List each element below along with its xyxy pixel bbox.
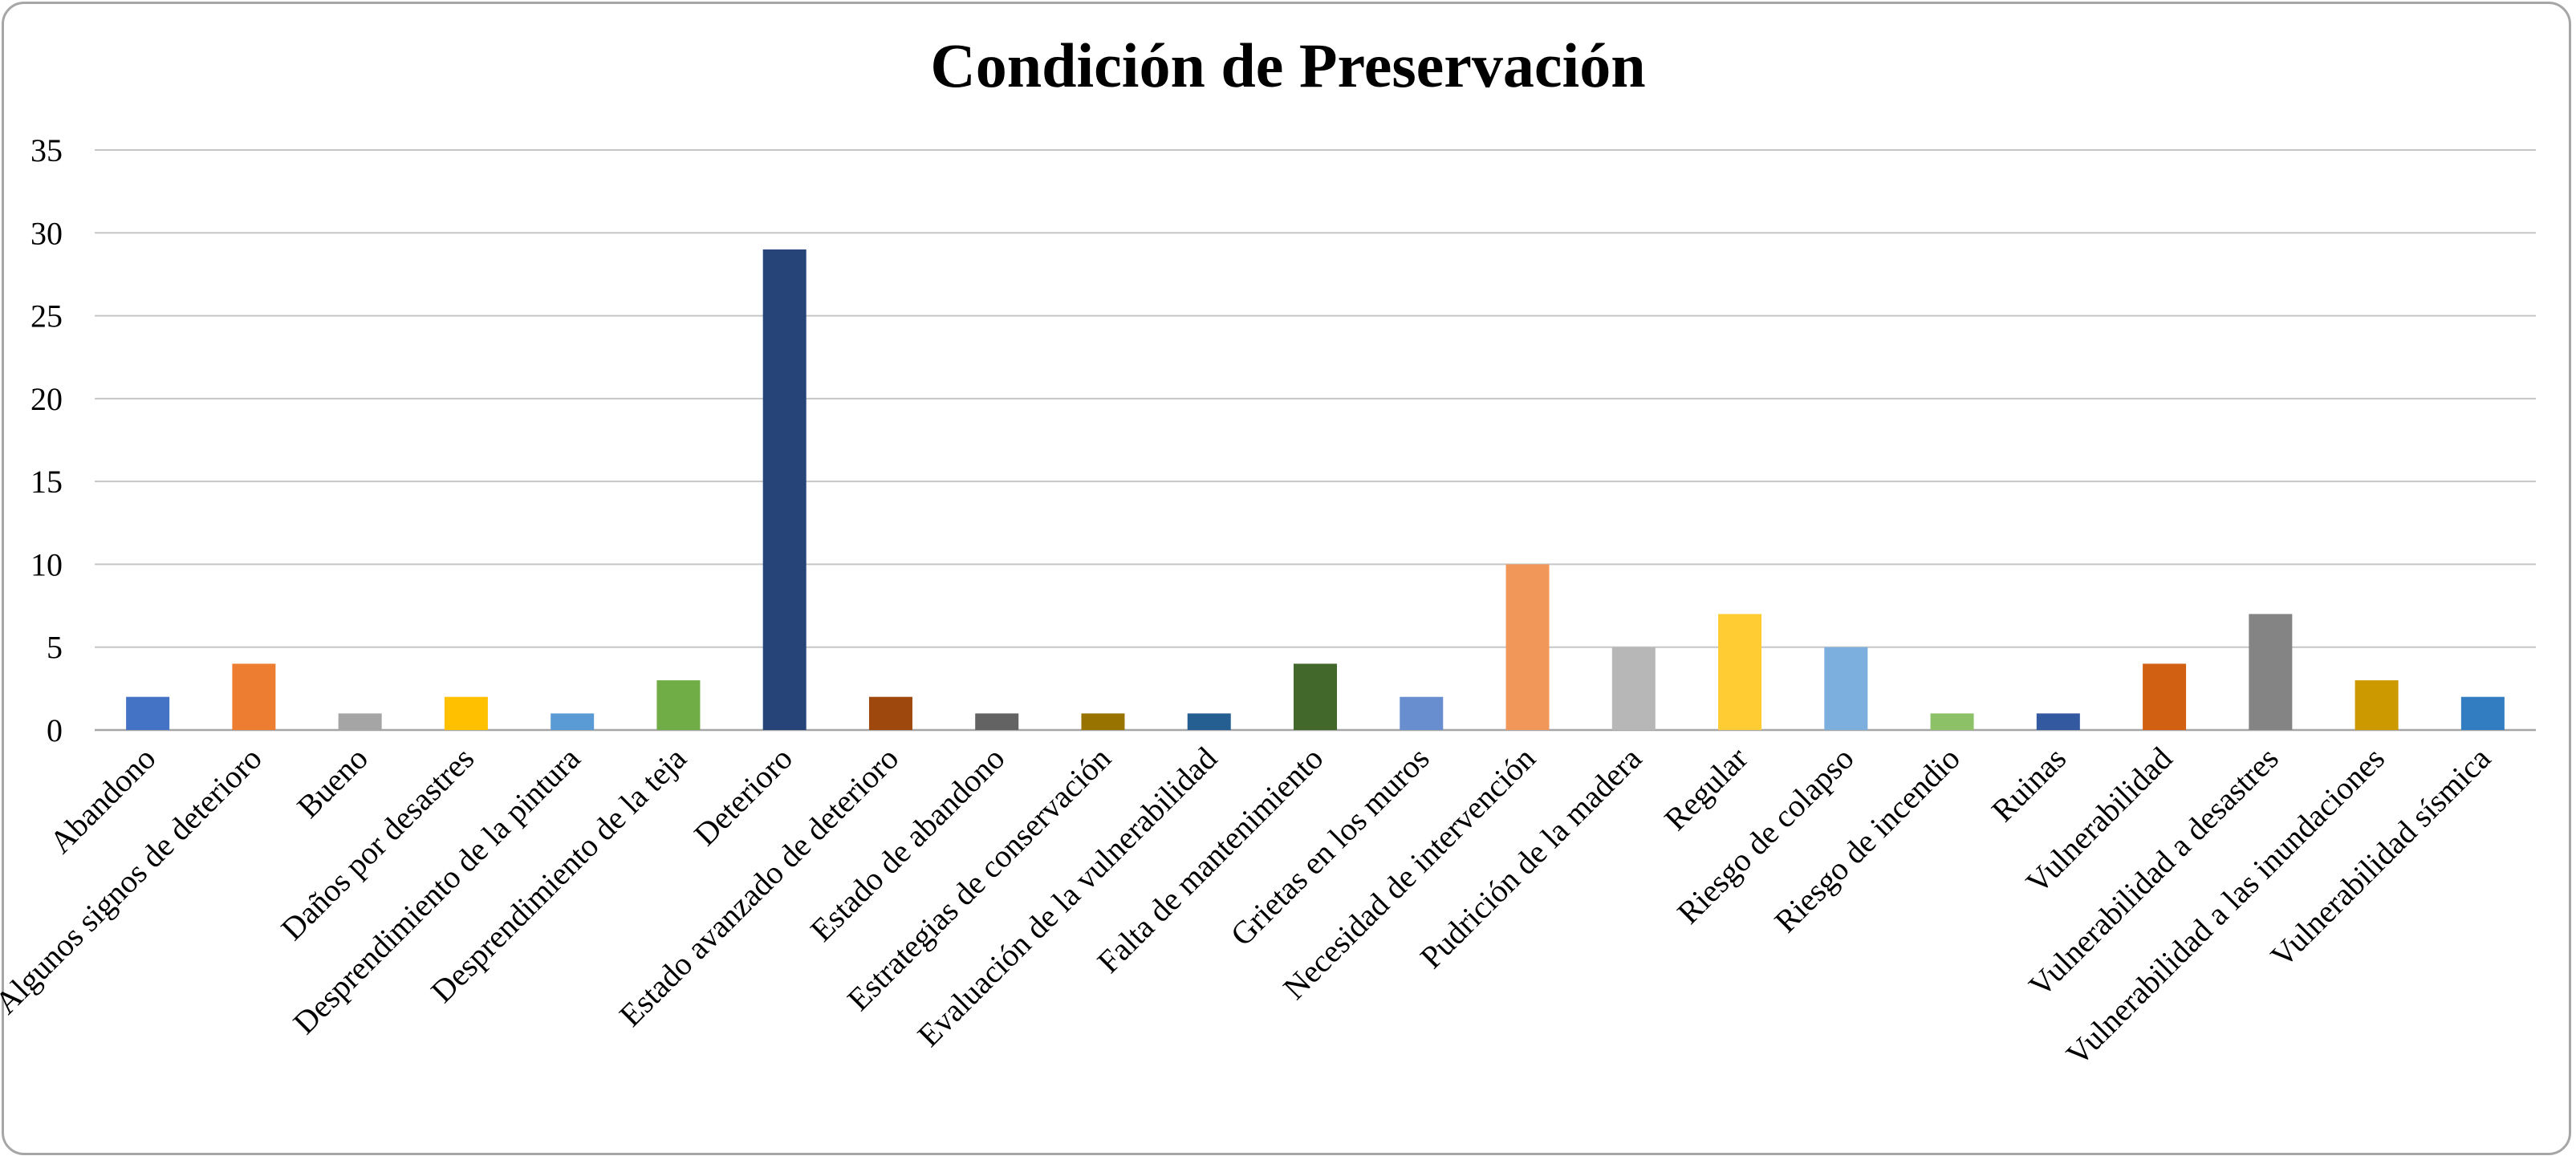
- bar: [232, 663, 276, 730]
- y-tick-label: 0: [47, 712, 63, 748]
- x-tick-label: Riesgo de incendio: [1767, 740, 1967, 940]
- y-tick-label: 15: [30, 464, 63, 500]
- bar: [1081, 713, 1125, 730]
- bar: [656, 680, 701, 730]
- x-tick-label: Daños por desastres: [274, 740, 481, 947]
- y-tick-label: 35: [30, 132, 63, 168]
- bar: [2460, 696, 2505, 730]
- bar: [2143, 663, 2187, 730]
- bar: [762, 249, 807, 730]
- y-axis: 0 5 10 15 20 25 30 35: [30, 132, 63, 748]
- bar: [975, 713, 1019, 730]
- x-tick-label: Estado de abandono: [803, 740, 1012, 949]
- y-tick-label: 30: [30, 215, 63, 251]
- x-tick-label: Regular: [1657, 740, 1754, 838]
- bar: [1718, 614, 1762, 730]
- y-tick-label: 25: [30, 298, 63, 335]
- bar: [2249, 614, 2293, 730]
- bar: [338, 713, 382, 730]
- bar: [1611, 647, 1656, 730]
- bar: [2036, 713, 2080, 730]
- gridlines: [95, 149, 2536, 732]
- x-tick-label: Deterioro: [687, 740, 799, 853]
- bar: [444, 696, 488, 730]
- y-tick-label: 20: [30, 381, 63, 417]
- x-tick-label: Ruinas: [1985, 740, 2073, 829]
- y-tick-label: 10: [30, 546, 63, 582]
- bar: [868, 696, 912, 730]
- bar: [551, 713, 595, 730]
- chart-title: Condición de Preservación: [930, 30, 1645, 100]
- bar: [1824, 647, 1868, 730]
- x-tick-label: Bueno: [290, 740, 375, 825]
- bars: [126, 249, 2505, 730]
- bar: [1930, 713, 1974, 730]
- y-tick-label: 5: [47, 630, 63, 666]
- bar: [2355, 680, 2399, 730]
- x-tick-label: Riesgo de colapso: [1670, 740, 1861, 931]
- bar: [126, 696, 170, 730]
- x-tick-label: Grietas en los muros: [1223, 740, 1436, 953]
- bar: [1187, 713, 1231, 730]
- bar: [1400, 696, 1444, 730]
- bar: [1505, 564, 1550, 730]
- bar: [1294, 663, 1337, 730]
